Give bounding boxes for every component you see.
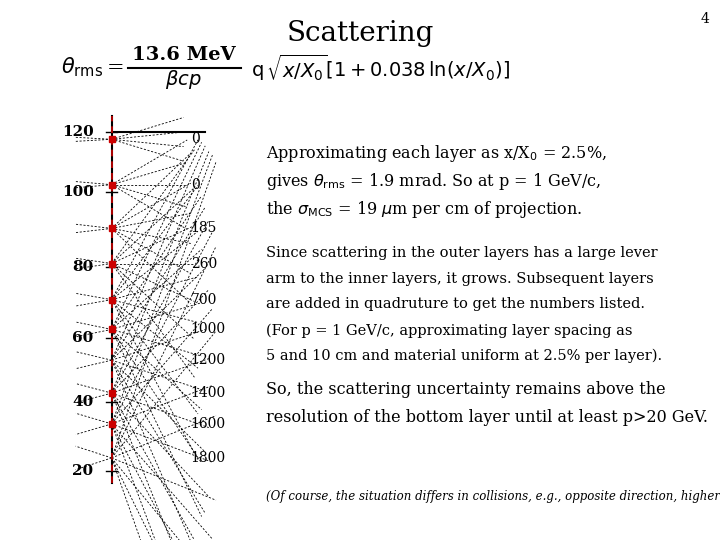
Text: 1200: 1200	[191, 353, 226, 367]
Text: 100: 100	[62, 185, 94, 199]
Text: 40: 40	[72, 395, 94, 409]
Text: 80: 80	[72, 260, 94, 274]
Text: 1800: 1800	[191, 451, 226, 465]
Text: (Of course, the situation differs in collisions, e.g., opposite direction, highe: (Of course, the situation differs in col…	[266, 490, 720, 503]
Text: 4: 4	[701, 12, 709, 26]
Text: the $\sigma_{\rm MCS}$ = 19 $\mu$m per cm of projection.: the $\sigma_{\rm MCS}$ = 19 $\mu$m per c…	[266, 199, 582, 220]
Text: 120: 120	[62, 125, 94, 139]
Text: 13.6 MeV: 13.6 MeV	[132, 46, 235, 64]
Text: 1400: 1400	[191, 386, 226, 400]
Text: =: =	[107, 58, 124, 77]
Text: 5 and 10 cm and material uniform at 2.5% per layer).: 5 and 10 cm and material uniform at 2.5%…	[266, 349, 662, 363]
Text: ${\rm q}\,\sqrt{x/X_0}\left[1 + 0.038\,\ln(x/X_0)\right]$: ${\rm q}\,\sqrt{x/X_0}\left[1 + 0.038\,\…	[251, 52, 510, 83]
Text: 1000: 1000	[191, 322, 226, 336]
Text: 0: 0	[191, 178, 199, 192]
Text: 700: 700	[191, 293, 217, 307]
Text: Since scattering in the outer layers has a large lever: Since scattering in the outer layers has…	[266, 246, 658, 260]
Text: Scattering: Scattering	[287, 20, 433, 47]
Text: 0: 0	[191, 132, 199, 146]
Text: 260: 260	[191, 256, 217, 271]
Text: 1600: 1600	[191, 417, 226, 431]
Text: resolution of the bottom layer until at least p>20 GeV.: resolution of the bottom layer until at …	[266, 409, 708, 426]
Text: 20: 20	[73, 464, 94, 478]
Text: $\beta cp$: $\beta cp$	[166, 68, 202, 91]
Text: arm to the inner layers, it grows. Subsequent layers: arm to the inner layers, it grows. Subse…	[266, 272, 654, 286]
Text: 185: 185	[191, 221, 217, 235]
Text: are added in quadruture to get the numbers listed.: are added in quadruture to get the numbe…	[266, 298, 645, 312]
Text: So, the scattering uncertainty remains above the: So, the scattering uncertainty remains a…	[266, 381, 666, 397]
Text: (For p = 1 GeV/c, approximating layer spacing as: (For p = 1 GeV/c, approximating layer sp…	[266, 323, 633, 338]
Text: $\theta_{\rm rms}$: $\theta_{\rm rms}$	[61, 56, 103, 79]
Text: Approximating each layer as x/X$_0$ = 2.5%,: Approximating each layer as x/X$_0$ = 2.…	[266, 143, 607, 164]
Text: gives $\theta_{\rm rms}$ = 1.9 mrad. So at p = 1 GeV/c,: gives $\theta_{\rm rms}$ = 1.9 mrad. So …	[266, 171, 601, 192]
Text: 60: 60	[72, 330, 94, 345]
